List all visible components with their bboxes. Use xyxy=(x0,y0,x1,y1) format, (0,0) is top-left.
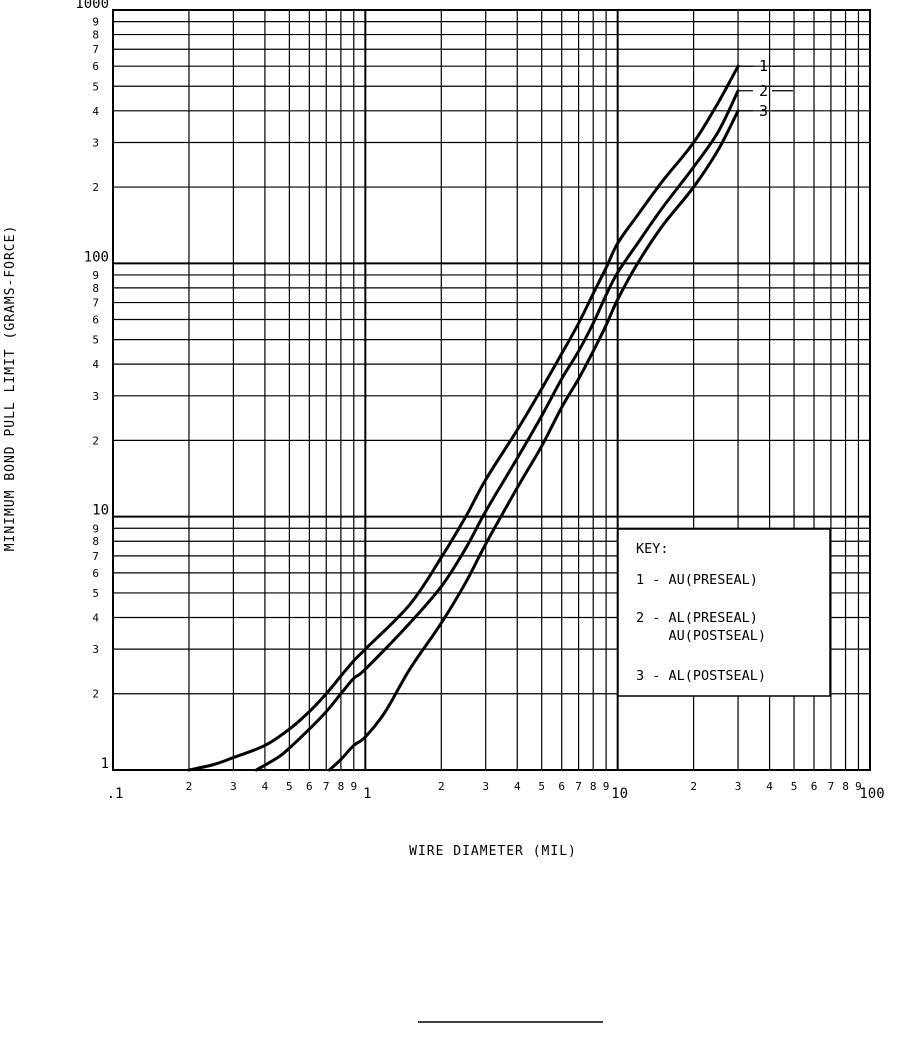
y-major-tick-label: 1000 xyxy=(75,0,109,12)
y-major-tick-label: 100 xyxy=(84,249,109,265)
y-minor-tick-label: 4 xyxy=(92,105,99,118)
y-minor-tick-label: 6 xyxy=(92,567,99,580)
x-minor-tick-label: 2 xyxy=(186,780,193,793)
y-minor-tick-label: 7 xyxy=(92,43,99,56)
legend-box xyxy=(617,528,831,697)
y-axis-title: MINIMUM BOND PULL LIMIT (GRAMS-FORCE) xyxy=(3,225,18,552)
x-minor-tick-label: 5 xyxy=(791,780,798,793)
x-major-tick-label: 100 xyxy=(859,786,884,802)
x-minor-tick-label: 8 xyxy=(842,780,849,793)
legend: KEY: 1 - AU(PRESEAL) 2 - AL(PRESEAL) AU(… xyxy=(617,528,831,697)
x-minor-tick-label: 4 xyxy=(262,780,269,793)
y-minor-tick-label: 9 xyxy=(92,16,99,29)
y-minor-tick-label: 8 xyxy=(92,29,99,42)
y-major-tick-label: 10 xyxy=(92,503,109,519)
y-minor-tick-label: 2 xyxy=(92,688,99,701)
y-minor-tick-label: 3 xyxy=(92,643,99,656)
legend-entry-2-line-2: AU(POSTSEAL) xyxy=(636,628,766,644)
x-major-tick-label: 10 xyxy=(611,786,628,802)
series-1-label: 1 xyxy=(759,57,768,75)
x-minor-tick-label: 3 xyxy=(735,780,742,793)
y-minor-tick-label: 2 xyxy=(92,434,99,447)
x-minor-tick-label: 2 xyxy=(438,780,445,793)
y-minor-tick-label: 9 xyxy=(92,269,99,282)
x-minor-tick-label: 8 xyxy=(338,780,345,793)
y-minor-tick-label: 7 xyxy=(92,550,99,563)
x-minor-tick-label: 7 xyxy=(575,780,582,793)
plot-frame xyxy=(112,9,871,771)
x-major-tick-label: .1 xyxy=(107,786,124,802)
y-minor-tick-label: 3 xyxy=(92,136,99,149)
x-minor-tick-label: 2 xyxy=(690,780,697,793)
x-minor-tick-label: 7 xyxy=(828,780,835,793)
x-minor-tick-label: 3 xyxy=(482,780,489,793)
legend-entry-1: 1 - AU(PRESEAL) xyxy=(636,572,758,588)
y-minor-tick-label: 6 xyxy=(92,60,99,73)
y-minor-tick-label: 5 xyxy=(92,334,99,347)
curves: 1 2 3 xyxy=(187,57,794,772)
series-1-line xyxy=(187,64,740,772)
x-minor-tick-label: 4 xyxy=(766,780,773,793)
y-minor-tick-label: 5 xyxy=(92,80,99,93)
y-minor-tick-label: 6 xyxy=(92,314,99,327)
y-minor-tick-label: 4 xyxy=(92,358,99,371)
x-minor-tick-label: 6 xyxy=(558,780,565,793)
legend-title: KEY: xyxy=(636,541,669,557)
x-minor-tick-label: 3 xyxy=(230,780,237,793)
y-major-tick-label: 1 xyxy=(101,756,109,772)
legend-entry-3: 3 - AL(POSTSEAL) xyxy=(636,668,766,684)
series-3-line xyxy=(327,109,740,772)
x-minor-tick-label: 6 xyxy=(306,780,313,793)
y-minor-tick-label: 4 xyxy=(92,611,99,624)
y-minor-tick-label: 7 xyxy=(92,297,99,310)
legend-entry-2-line-1: 2 - AL(PRESEAL) xyxy=(636,610,758,626)
y-minor-tick-label: 2 xyxy=(92,181,99,194)
x-minor-tick-label: 9 xyxy=(855,780,862,793)
series-3-label: 3 xyxy=(759,102,768,120)
y-minor-tick-label: 8 xyxy=(92,535,99,548)
x-minor-tick-label: 6 xyxy=(811,780,818,793)
x-minor-tick-label: 8 xyxy=(590,780,597,793)
y-minor-tick-label: 8 xyxy=(92,282,99,295)
series-2-label: 2 xyxy=(759,82,768,100)
x-major-tick-label: 1 xyxy=(363,786,371,802)
x-minor-tick-label: 7 xyxy=(323,780,330,793)
x-minor-tick-label: 4 xyxy=(514,780,521,793)
x-minor-tick-label: 9 xyxy=(603,780,610,793)
tick-labels: .1 2 3 4 5 6 7 8 9 1 2 3 4 5 6 7 8 9 10 2 3 4 5 6 7 8 910012345678… xyxy=(75,0,884,802)
y-minor-tick-label: 3 xyxy=(92,390,99,403)
y-minor-tick-label: 5 xyxy=(92,587,99,600)
x-minor-tick-label: 9 xyxy=(350,780,357,793)
x-minor-tick-label: 5 xyxy=(286,780,293,793)
y-minor-tick-label: 9 xyxy=(92,522,99,535)
series-2-line xyxy=(254,89,740,772)
x-minor-tick-label: 5 xyxy=(538,780,545,793)
x-axis-title: WIRE DIAMETER (MIL) xyxy=(409,844,577,859)
